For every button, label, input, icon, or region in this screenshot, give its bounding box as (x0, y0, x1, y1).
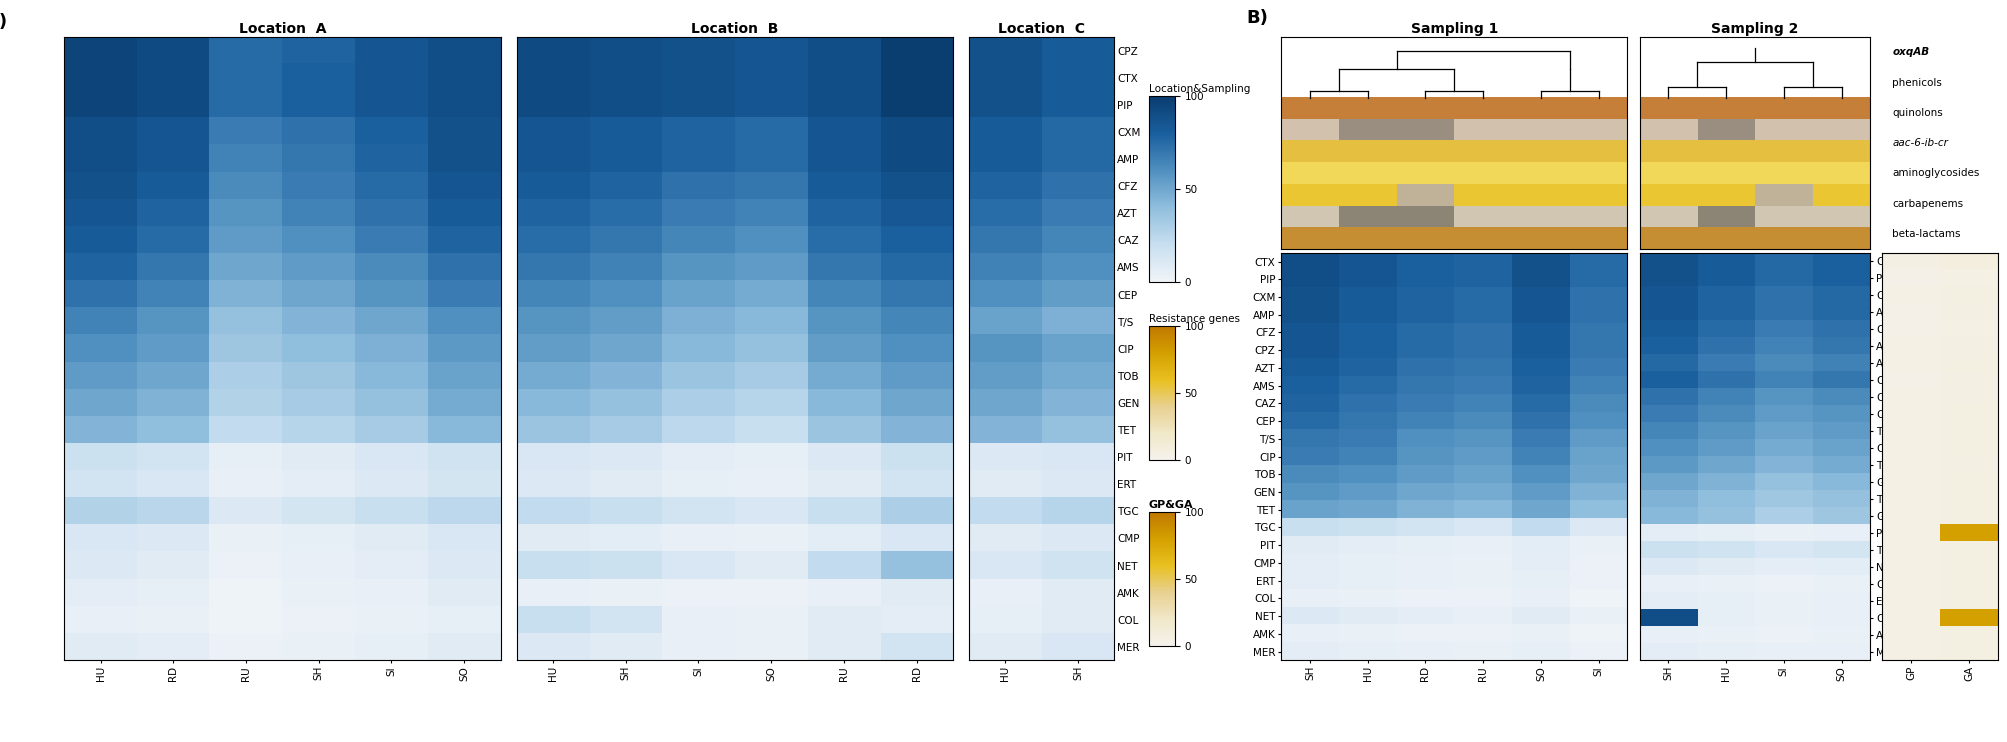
Text: oxqAB: oxqAB (1891, 47, 1929, 57)
Text: A): A) (0, 13, 8, 31)
Text: carbapenems: carbapenems (1891, 199, 1963, 209)
Title: Location  A: Location A (239, 22, 325, 36)
Text: GP&GA: GP&GA (1148, 500, 1192, 510)
Title: Location  B: Location B (690, 22, 779, 36)
Title: Sampling 1: Sampling 1 (1409, 22, 1497, 36)
Text: aminoglycosides: aminoglycosides (1891, 168, 1979, 178)
Text: beta-lactams: beta-lactams (1891, 229, 1959, 239)
Title: Sampling 2: Sampling 2 (1710, 22, 1798, 36)
Text: quinolons: quinolons (1891, 108, 1943, 118)
Text: aac-6-ib-cr: aac-6-ib-cr (1891, 138, 1947, 148)
Text: Resistance genes: Resistance genes (1148, 315, 1238, 324)
Text: Location&Sampling: Location&Sampling (1148, 85, 1248, 94)
Text: B): B) (1246, 8, 1268, 27)
Text: phenicols: phenicols (1891, 77, 1941, 88)
Title: Location  C: Location C (997, 22, 1084, 36)
